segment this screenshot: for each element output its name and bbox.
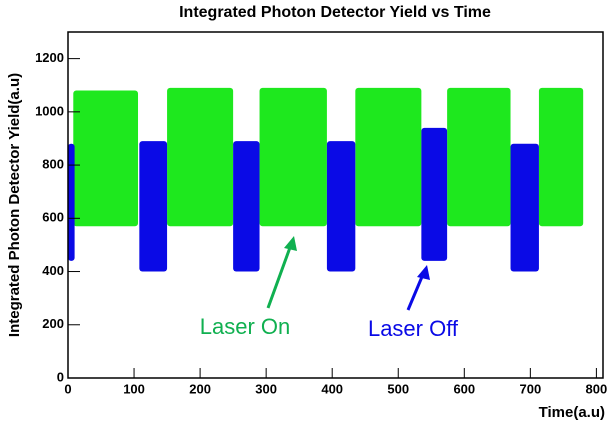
data-band [510, 143, 539, 272]
data-band [259, 87, 327, 227]
data-band [447, 87, 511, 227]
annotation-laser-off: Laser Off [368, 316, 459, 341]
x-tick-label: 800 [586, 381, 608, 396]
annotation-laser-on: Laser On [200, 314, 291, 339]
x-tick-label: 100 [123, 381, 145, 396]
y-tick-label: 200 [42, 316, 64, 331]
arrow [266, 241, 294, 309]
y-tick-label: 600 [42, 210, 64, 225]
data-band [68, 143, 75, 261]
data-band [139, 141, 168, 272]
arrow [406, 271, 426, 311]
x-tick-label: 600 [453, 381, 475, 396]
plot-area: 0 100 200 300 400 500 600 700 800 0 200 400 600 800 10… [35, 31, 608, 396]
data-band [167, 87, 234, 227]
data-band [73, 90, 139, 227]
y-tick-label: 800 [42, 157, 64, 172]
data-band [421, 127, 448, 261]
y-tick-label: 0 [57, 369, 64, 384]
arrow-head [417, 265, 430, 280]
x-tick-label: 200 [189, 381, 211, 396]
x-tick-label: 0 [64, 381, 71, 396]
plot-frame [67, 31, 604, 379]
y-axis-title: Integrated Photon Detector Yield(a.u) [6, 73, 23, 337]
y-tick-label: 1200 [35, 50, 64, 65]
data-band [355, 87, 422, 227]
x-tick-label: 700 [519, 381, 541, 396]
x-tick-label: 500 [387, 381, 409, 396]
arrow-head [284, 236, 297, 251]
x-tick-label: 300 [255, 381, 277, 396]
y-tick-label: 400 [42, 263, 64, 278]
x-axis-title: Time(a.u) [539, 404, 605, 421]
data-band [538, 87, 584, 227]
x-tick-label: 400 [321, 381, 343, 396]
chart-title: Integrated Photon Detector Yield vs Time [179, 4, 491, 21]
y-tick-label: 1000 [35, 103, 64, 118]
data-band [233, 141, 260, 272]
data-band [326, 141, 356, 272]
